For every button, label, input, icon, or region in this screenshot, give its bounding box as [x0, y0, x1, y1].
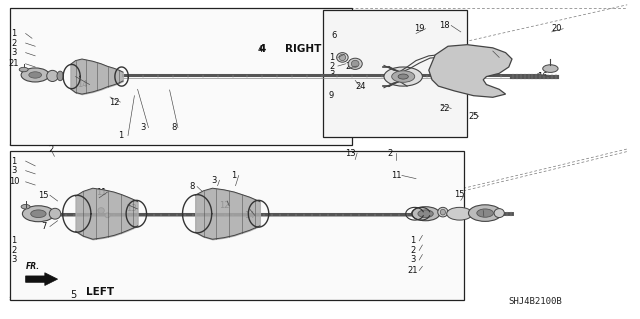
Text: 12: 12 — [219, 201, 229, 210]
Text: 7: 7 — [41, 222, 46, 231]
Text: 13: 13 — [126, 204, 136, 213]
Text: 1: 1 — [12, 236, 17, 245]
Text: 3: 3 — [329, 70, 334, 79]
Circle shape — [21, 204, 30, 209]
Text: LEFT: LEFT — [86, 287, 115, 297]
Circle shape — [447, 207, 472, 220]
Text: 21: 21 — [408, 266, 418, 275]
Text: 3: 3 — [12, 166, 17, 175]
Text: 2: 2 — [12, 246, 17, 255]
Ellipse shape — [494, 209, 504, 218]
Ellipse shape — [98, 208, 104, 213]
Text: 13: 13 — [346, 149, 356, 158]
Text: 15: 15 — [454, 190, 465, 199]
Text: RIGHT: RIGHT — [285, 44, 321, 55]
Text: 2: 2 — [329, 62, 334, 70]
Text: 24: 24 — [355, 82, 365, 91]
Text: 18: 18 — [440, 21, 450, 30]
Text: 1: 1 — [12, 157, 17, 166]
Text: 14: 14 — [244, 211, 255, 220]
Polygon shape — [429, 45, 512, 97]
Text: 20: 20 — [552, 24, 562, 33]
Polygon shape — [26, 273, 58, 286]
Text: 12: 12 — [109, 98, 119, 107]
Text: 3: 3 — [12, 256, 17, 264]
Circle shape — [22, 206, 54, 222]
Text: 22: 22 — [440, 104, 450, 113]
Text: 1: 1 — [329, 53, 334, 62]
Text: 25: 25 — [468, 112, 479, 121]
Text: 23: 23 — [346, 62, 356, 70]
Circle shape — [398, 74, 408, 79]
Text: 3: 3 — [140, 123, 145, 132]
Text: 3: 3 — [212, 176, 217, 185]
Text: 2: 2 — [410, 246, 415, 255]
Text: 6: 6 — [476, 212, 481, 221]
Text: 16: 16 — [538, 72, 548, 81]
Ellipse shape — [57, 71, 63, 81]
Ellipse shape — [438, 207, 448, 217]
Ellipse shape — [348, 58, 362, 70]
Text: 9: 9 — [329, 91, 334, 100]
Ellipse shape — [105, 213, 110, 218]
Text: 11: 11 — [392, 171, 402, 180]
Text: 8: 8 — [189, 182, 195, 191]
Text: 3: 3 — [12, 48, 17, 57]
Text: 5: 5 — [70, 290, 77, 300]
Bar — [323, 10, 467, 137]
Circle shape — [543, 65, 558, 72]
Text: 2: 2 — [12, 39, 17, 48]
Text: 4: 4 — [258, 45, 263, 54]
Text: 1: 1 — [12, 29, 17, 38]
Text: 6: 6 — [332, 31, 337, 40]
Text: SHJ4B2100B: SHJ4B2100B — [509, 297, 563, 306]
Circle shape — [19, 67, 28, 72]
Ellipse shape — [47, 70, 58, 82]
Circle shape — [418, 210, 433, 218]
Text: 14: 14 — [77, 80, 87, 89]
Circle shape — [392, 71, 415, 82]
Circle shape — [477, 209, 493, 217]
Text: 11: 11 — [96, 188, 106, 197]
Text: 2: 2 — [388, 149, 393, 158]
Text: FR.: FR. — [26, 262, 40, 271]
Text: 15: 15 — [38, 191, 49, 200]
Ellipse shape — [440, 209, 445, 215]
Circle shape — [412, 207, 440, 221]
Text: 17: 17 — [481, 47, 492, 56]
Ellipse shape — [351, 60, 359, 67]
Text: 2: 2 — [49, 145, 54, 154]
Text: 4: 4 — [259, 44, 266, 55]
Text: 1: 1 — [410, 236, 415, 245]
Text: 8: 8 — [172, 123, 177, 132]
Text: 3: 3 — [410, 256, 415, 264]
Circle shape — [468, 205, 502, 221]
Text: 21: 21 — [9, 59, 19, 68]
Ellipse shape — [339, 54, 346, 61]
Text: 19: 19 — [414, 24, 424, 33]
Bar — [10, 151, 464, 300]
Text: 10: 10 — [9, 177, 19, 186]
Ellipse shape — [337, 53, 348, 62]
Circle shape — [29, 72, 42, 78]
Text: 1: 1 — [118, 131, 123, 140]
Circle shape — [384, 67, 422, 86]
Text: 1: 1 — [231, 171, 236, 180]
Circle shape — [31, 210, 46, 218]
Bar — [10, 8, 352, 145]
Ellipse shape — [49, 208, 61, 219]
Circle shape — [21, 68, 49, 82]
